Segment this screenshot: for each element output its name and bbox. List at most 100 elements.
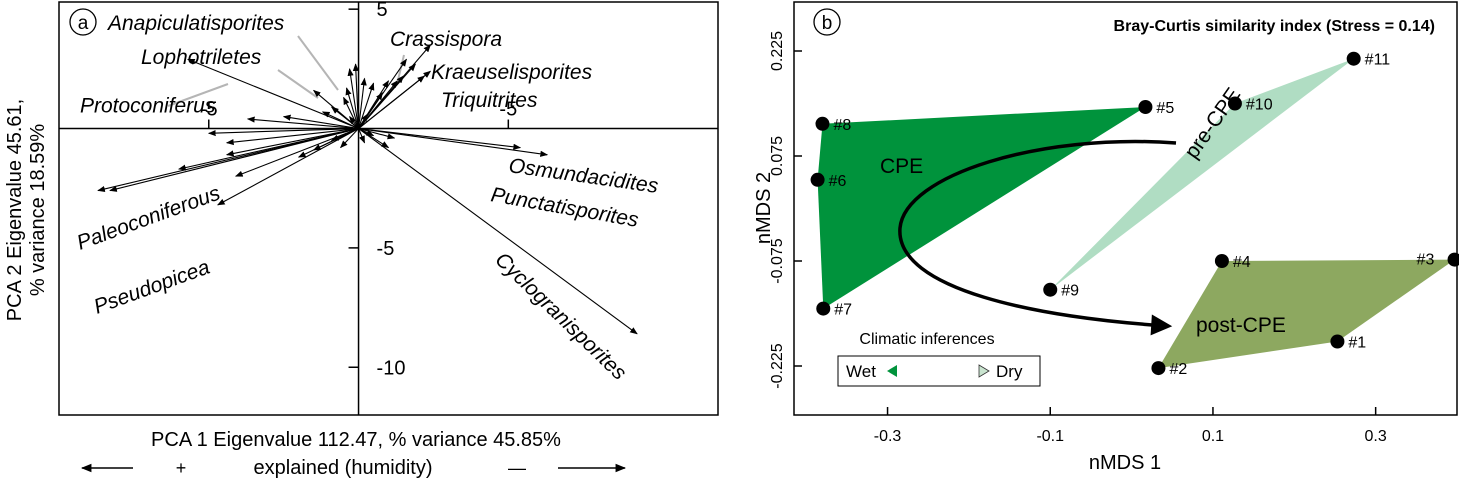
point-marker xyxy=(816,301,831,316)
vector-arrow xyxy=(225,127,359,157)
point-label: #3 xyxy=(1417,252,1435,269)
point-marker xyxy=(1151,361,1166,376)
panel-b-badge xyxy=(813,8,841,36)
panel-b-y-tick-label: 0.075 xyxy=(769,136,786,176)
vector-arrow xyxy=(321,111,359,130)
panel-a-minus-sign: — xyxy=(508,458,526,478)
panel-a-badge xyxy=(69,8,97,36)
connector-anapiculatisporites xyxy=(297,35,339,91)
vector-pseudopicea xyxy=(109,127,359,192)
point-marker xyxy=(1346,51,1361,66)
point-label: #9 xyxy=(1061,283,1079,300)
panel-b-frame xyxy=(793,1,1458,416)
point-7: #7 xyxy=(816,301,852,319)
label-crassispora: Crassispora xyxy=(390,28,502,51)
label-protoconiferus: Protoconiferus xyxy=(80,95,216,118)
vector-punctatisporites xyxy=(358,127,522,150)
panel-b-y-axis-label: nMDS 2 xyxy=(753,172,775,244)
point-1: #1 xyxy=(1330,334,1366,352)
panel-a-y-axis-label: PCA 2 Eigenvalue 45.61, xyxy=(4,99,26,321)
vector-osmundacidites xyxy=(358,127,549,157)
group-label-post-cpe: post-CPE xyxy=(1196,314,1286,337)
point-label: #4 xyxy=(1233,254,1251,271)
panel-a-vector-labels: Lophotriletes Anapiculatisporites Crassisp… xyxy=(74,12,660,385)
panel-b-transition-arrow xyxy=(898,139,1177,336)
point-10: #10 xyxy=(1227,96,1273,114)
panel-a-plus-sign: + xyxy=(176,458,187,478)
point-5: #5 xyxy=(1138,100,1174,117)
label-cyclogranisporites: Cyclogranisporites xyxy=(491,248,632,385)
point-marker xyxy=(1138,100,1153,114)
point-marker xyxy=(1227,96,1242,111)
group-polygon-cpe xyxy=(817,107,1146,309)
vector-arrow xyxy=(358,128,390,149)
vector-arrow xyxy=(358,80,398,129)
vector-arrow xyxy=(358,128,366,144)
panel-b-y-tick-label: -0.225 xyxy=(769,343,786,388)
vector-arrow xyxy=(358,113,368,129)
point-marker xyxy=(815,116,830,131)
panel-b-points: #1 #2 #3 #4 #5 #6 #7 #8 #9 #10 #11 xyxy=(810,51,1459,378)
point-8: #8 xyxy=(815,116,851,134)
point-11: #11 xyxy=(1346,51,1390,69)
label-anapiculatisporites: Anapiculatisporites xyxy=(106,12,285,35)
vector-arrow xyxy=(225,127,359,146)
point-label: #6 xyxy=(829,173,847,190)
legend-wet-arrowhead xyxy=(887,365,897,377)
panel-b-legend: Climatic inferences Wet Dry xyxy=(837,331,1041,387)
panel-a-ticks: -5 -5 5 -5 -10 xyxy=(200,0,517,379)
vector-arrow xyxy=(349,115,359,129)
vector-arrow xyxy=(352,63,360,129)
vector-cyclogranisporites xyxy=(358,128,638,335)
legend-dry-arrowhead xyxy=(978,364,990,378)
panel-a-frame xyxy=(58,1,719,416)
point-3: #3 xyxy=(1417,252,1459,269)
vector-arrow xyxy=(358,82,375,129)
label-lophotriletes: Lophotriletes xyxy=(141,46,262,69)
vector-arrow xyxy=(358,127,396,140)
panel-b-x-axis-label: nMDS 1 xyxy=(1089,452,1161,474)
vector-arrow xyxy=(345,87,360,129)
point-marker xyxy=(1043,282,1058,297)
panel-b-x-tick-label: 0.3 xyxy=(1365,428,1387,445)
vector-arrow xyxy=(330,128,359,141)
panel-a-x-tick-label: -5 xyxy=(499,99,517,121)
label-paleoconiferous: Paleoconiferous xyxy=(74,181,224,254)
vector-arrow xyxy=(340,128,359,149)
point-label: #7 xyxy=(834,302,852,319)
panel-b-ticks: -0.3 -0.1 0.1 0.3 0.225 0.075 -0.075 -0.225 xyxy=(769,31,1387,445)
panel-a: -5 -5 5 -5 -10 Lophotriletes Anapiculatispori… xyxy=(4,0,719,479)
point-label: #5 xyxy=(1156,100,1174,117)
point-label: #1 xyxy=(1348,335,1366,352)
panel-a-y-tick-label: -10 xyxy=(377,357,406,379)
panel-b-title: Bray-Curtis similarity index (Stress = 0… xyxy=(1114,18,1435,35)
point-9: #9 xyxy=(1043,282,1079,300)
vector-arrow xyxy=(208,127,359,137)
point-marker xyxy=(1330,334,1345,349)
panel-a-y-tick-label: 5 xyxy=(377,0,388,21)
connector-protoconiferus xyxy=(167,83,229,107)
point-6: #6 xyxy=(810,172,847,190)
panel-a-y-axis-label-line2: % variance 18.59% xyxy=(27,124,49,297)
point-2: #2 xyxy=(1151,361,1187,378)
point-label: #8 xyxy=(833,117,851,134)
panel-a-badge-letter: a xyxy=(78,13,89,34)
group-polygon-pre-cpe xyxy=(1050,58,1354,290)
point-marker xyxy=(810,172,825,187)
point-marker xyxy=(1447,252,1459,267)
panel-a-x-axis-label: PCA 1 Eigenvalue 112.47, % variance 45.8… xyxy=(151,429,561,451)
point-marker xyxy=(1214,254,1229,268)
vector-arrow xyxy=(246,116,359,130)
group-label-cpe: CPE xyxy=(880,155,923,178)
point-label: #2 xyxy=(1169,361,1187,378)
panel-a-vectors xyxy=(97,44,638,335)
panel-b-badge-letter: b xyxy=(822,13,833,34)
point-4: #4 xyxy=(1214,254,1251,271)
connector-lophotriletes xyxy=(277,69,319,99)
label-pseudopicea: Pseudopicea xyxy=(91,256,213,319)
panel-b-x-tick-label: -0.1 xyxy=(1036,428,1064,445)
panel-b-x-tick-label: 0.1 xyxy=(1202,428,1224,445)
legend-dry-label: Dry xyxy=(996,362,1023,381)
panel-a-x-axis-sublabel: explained (humidity) xyxy=(254,457,433,479)
